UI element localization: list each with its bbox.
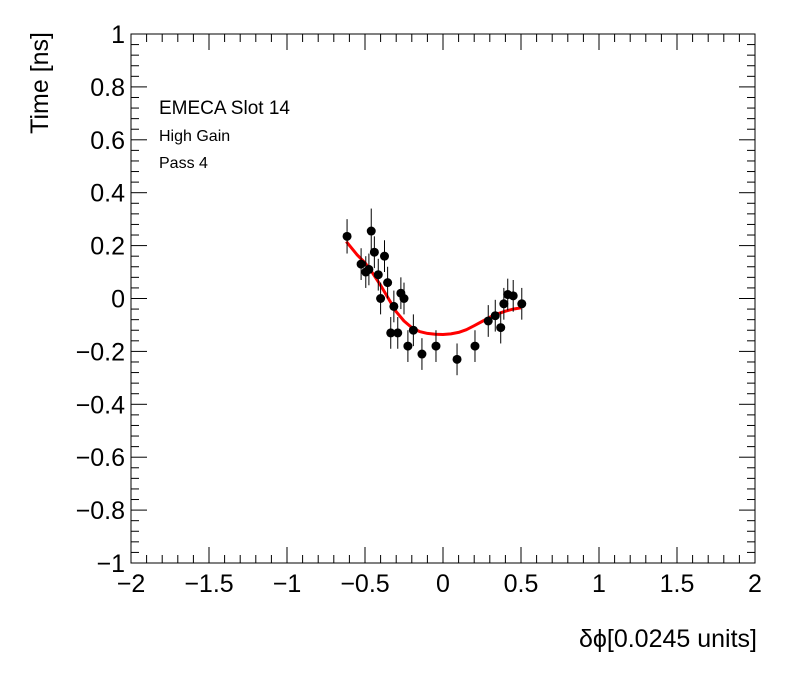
data-point: [342, 219, 352, 254]
y-tick-label: 0: [111, 286, 125, 314]
data-point: [356, 248, 366, 280]
x-tick-label: 1: [592, 570, 606, 598]
point-marker: [389, 301, 399, 311]
annotation-line-2: High Gain: [159, 128, 230, 145]
point-marker: [380, 251, 389, 261]
point-marker: [373, 270, 383, 280]
point-marker: [376, 294, 386, 303]
y-tick-label: 1: [111, 21, 125, 49]
x-tick-label: −2: [117, 570, 146, 598]
data-point: [417, 338, 427, 370]
data-point: [403, 330, 413, 362]
point-marker: [366, 226, 376, 236]
point-marker: [490, 311, 500, 321]
data-point: [508, 279, 518, 312]
point-marker: [452, 354, 462, 364]
data-point: [470, 330, 480, 362]
x-tick-label: 2: [748, 570, 762, 598]
data-point: [517, 287, 527, 320]
point-marker: [356, 259, 366, 269]
annotation-line-1: EMECA Slot 14: [159, 98, 290, 119]
y-tick-label: −0.2: [76, 338, 125, 366]
point-marker: [408, 325, 418, 335]
point-marker: [369, 247, 379, 257]
point-marker: [508, 291, 518, 301]
data-point: [490, 299, 500, 332]
data-point: [408, 314, 418, 347]
x-tick-label: 0: [436, 570, 450, 598]
data-point: [393, 317, 403, 349]
data-point: [380, 240, 389, 273]
point-marker: [496, 323, 506, 333]
data-point: [366, 208, 376, 254]
y-tick-label: 0.8: [90, 74, 125, 102]
point-marker: [386, 328, 396, 338]
axes-layer: −2 −1.5 −1 −0.5 0 0.5 1 1.5 2 −1 −0.8 −0.6 −0.4 −0.2 0…: [76, 21, 762, 598]
x-tick-label: −1.5: [184, 570, 233, 598]
point-marker: [342, 231, 352, 241]
x-tick-label: 1.5: [660, 570, 695, 598]
data-point: [483, 305, 493, 337]
point-marker: [364, 264, 374, 274]
data-point: [364, 253, 374, 286]
y-tick-label: 0.6: [90, 127, 125, 155]
x-axis-label: δϕ[0.0245 units]: [579, 625, 757, 653]
y-axis-label: Time [ns]: [26, 32, 54, 134]
y-tick-label: 0.4: [90, 180, 125, 208]
y-tick-label: −1: [96, 550, 125, 578]
data-point: [376, 282, 386, 315]
data-point: [373, 258, 383, 291]
y-tick-label: −0.8: [76, 497, 125, 525]
data-point: [452, 343, 462, 376]
point-marker: [417, 349, 427, 359]
point-marker: [403, 341, 413, 351]
data-point: [399, 282, 409, 315]
data-point: [496, 311, 506, 344]
y-tick-label: −0.4: [76, 391, 125, 419]
y-tick-label: 0.2: [90, 233, 125, 261]
labels-layer: EMECA Slot 14 High Gain Pass 4 δϕ[0.0245…: [26, 32, 757, 653]
data-point: [431, 330, 441, 362]
data-point: [383, 266, 393, 299]
point-marker: [517, 299, 527, 309]
point-marker: [393, 328, 403, 338]
x-tick-label: −0.5: [340, 570, 389, 598]
data-points-layer: [342, 208, 527, 376]
point-marker: [470, 341, 480, 351]
point-marker: [383, 278, 393, 288]
x-tick-label: −1: [273, 570, 302, 598]
y-tick-label: −0.6: [76, 444, 125, 472]
data-point: [389, 290, 399, 323]
point-marker: [399, 294, 409, 303]
data-point: [369, 236, 379, 269]
annotation-line-3: Pass 4: [159, 155, 208, 172]
point-marker: [499, 299, 509, 309]
data-point: [386, 317, 396, 349]
point-marker: [483, 316, 493, 326]
x-tick-label: 0.5: [504, 570, 539, 598]
point-marker: [431, 341, 441, 351]
